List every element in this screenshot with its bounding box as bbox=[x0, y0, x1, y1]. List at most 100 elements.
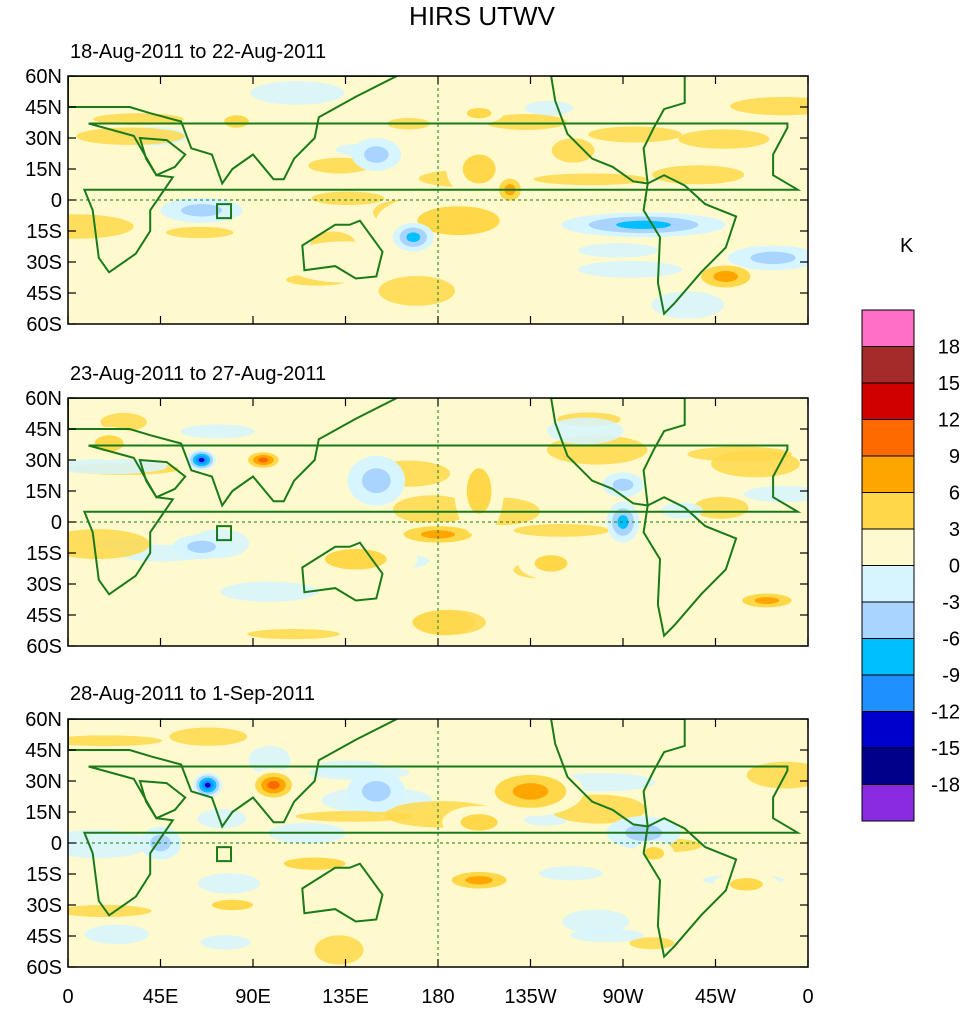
anomaly-feature bbox=[462, 154, 496, 184]
y-tick-label: 30S bbox=[26, 895, 62, 917]
anomaly-feature bbox=[465, 876, 493, 885]
anomaly-feature bbox=[754, 597, 780, 604]
colorbar-swatch bbox=[861, 528, 915, 566]
anomaly-feature bbox=[361, 468, 391, 494]
coastline bbox=[642, 174, 738, 316]
anomaly-patch-background bbox=[577, 260, 683, 278]
colorbar-label: 6 bbox=[949, 483, 960, 505]
anomaly-patch-background bbox=[220, 581, 319, 602]
anomaly-patch-background bbox=[513, 524, 610, 537]
y-tick-label: 15N bbox=[25, 481, 62, 503]
anomaly-patch-background bbox=[533, 173, 649, 186]
anomaly-feature bbox=[466, 108, 492, 119]
anomaly-patch-background bbox=[197, 808, 247, 829]
coastline bbox=[68, 398, 398, 508]
anomaly-feature bbox=[258, 457, 269, 463]
colorbar-label: -9 bbox=[942, 665, 960, 687]
anomaly-patch-background bbox=[169, 727, 248, 746]
y-tick-label: 0 bbox=[51, 512, 62, 534]
island-outline bbox=[216, 846, 233, 863]
colorbar-swatch bbox=[861, 455, 915, 493]
anomaly-feature bbox=[616, 220, 671, 229]
anomaly-feature bbox=[324, 548, 387, 570]
y-tick-label: 45S bbox=[26, 605, 62, 627]
coastline bbox=[138, 136, 187, 177]
coastline bbox=[642, 496, 738, 638]
colorbar: 18 15 12 9 6 3 0 -3 -6 -9 -12 -15 -18 bbox=[861, 309, 960, 822]
anomaly-patch-background bbox=[538, 866, 603, 881]
anomaly-patch-background bbox=[311, 191, 385, 206]
anomaly-feature bbox=[94, 435, 124, 452]
anomaly-feature bbox=[198, 457, 205, 463]
anomaly-patch-background bbox=[546, 417, 624, 445]
anomaly-feature bbox=[406, 232, 421, 243]
x-tick-label: 90W bbox=[602, 986, 643, 1008]
anomaly-feature bbox=[364, 146, 389, 163]
coastline bbox=[138, 458, 187, 499]
coastline bbox=[642, 817, 738, 959]
coastline bbox=[138, 779, 187, 820]
anomaly-feature bbox=[460, 814, 498, 831]
y-tick-label: 60S bbox=[26, 636, 62, 658]
y-tick-label: 45S bbox=[26, 926, 62, 948]
panel-3-title: 28-Aug-2011 to 1-Sep-2011 bbox=[70, 683, 315, 705]
anomaly-feature bbox=[224, 115, 249, 128]
coastline bbox=[301, 541, 384, 602]
colorbar-label: -15 bbox=[931, 738, 960, 760]
anomaly-patch-background bbox=[651, 291, 725, 319]
anomaly-patch-background bbox=[393, 495, 472, 524]
y-tick-label: 45S bbox=[26, 283, 62, 305]
anomaly-patch-background bbox=[180, 424, 255, 439]
anomaly-patch-background bbox=[76, 127, 185, 145]
colorbar-swatch bbox=[861, 747, 915, 785]
x-tick-label: 45E bbox=[143, 986, 179, 1008]
anomaly-feature bbox=[420, 530, 456, 539]
anomaly-patch-background bbox=[247, 629, 340, 640]
anomaly-feature bbox=[187, 540, 216, 553]
y-tick-label: 60N bbox=[25, 709, 62, 731]
y-tick-label: 0 bbox=[51, 833, 62, 855]
colorbar-swatch bbox=[861, 419, 915, 457]
anomaly-patch-background bbox=[314, 935, 364, 965]
x-tick-label: 0 bbox=[62, 986, 73, 1008]
island-outline bbox=[216, 525, 233, 542]
anomaly-patch-background bbox=[661, 502, 704, 519]
y-tick-label: 60N bbox=[25, 388, 62, 410]
colorbar-swatch bbox=[861, 711, 915, 749]
coastline bbox=[301, 862, 384, 923]
anomaly-feature bbox=[466, 468, 492, 514]
anomaly-patch-background bbox=[629, 937, 675, 950]
y-tick-label: 30N bbox=[25, 771, 62, 793]
anomaly-patch-background bbox=[68, 904, 152, 918]
x-tick-label: 180 bbox=[421, 986, 454, 1008]
colorbar-label: -6 bbox=[942, 629, 960, 651]
anomaly-patch-background bbox=[84, 924, 150, 945]
y-tick-label: 45N bbox=[25, 419, 62, 441]
y-tick-label: 60S bbox=[26, 314, 62, 336]
y-tick-label: 15N bbox=[25, 159, 62, 181]
map-panel-2: 60N 45N 30N 15N 0 15S 30S 45S 60S bbox=[25, 388, 809, 658]
anomaly-patch-background bbox=[693, 496, 749, 519]
anomaly-patch-background bbox=[588, 126, 682, 143]
panel-2-title: 23-Aug-2011 to 27-Aug-2011 bbox=[70, 363, 327, 385]
colorbar-label: -12 bbox=[931, 702, 960, 724]
x-tick-label: 45W bbox=[695, 986, 736, 1008]
y-tick-label: 15N bbox=[25, 802, 62, 824]
anomaly-feature bbox=[512, 783, 549, 800]
anomaly-patch-background bbox=[485, 114, 567, 131]
y-tick-label: 60S bbox=[26, 957, 62, 979]
x-tick-label: 90E bbox=[235, 986, 271, 1008]
anomaly-patch-background bbox=[678, 129, 770, 149]
colorbar-swatch bbox=[861, 638, 915, 676]
anomaly-patch-background bbox=[200, 935, 251, 950]
anomaly-patch-background bbox=[746, 761, 808, 789]
anomaly-patch-background bbox=[166, 226, 234, 239]
coastline bbox=[301, 219, 384, 280]
anomaly-patch-background bbox=[295, 811, 413, 822]
island-outline bbox=[216, 203, 233, 220]
anomaly-feature bbox=[643, 847, 665, 860]
colorbar-swatch bbox=[861, 565, 915, 603]
anomaly-feature bbox=[267, 781, 280, 790]
